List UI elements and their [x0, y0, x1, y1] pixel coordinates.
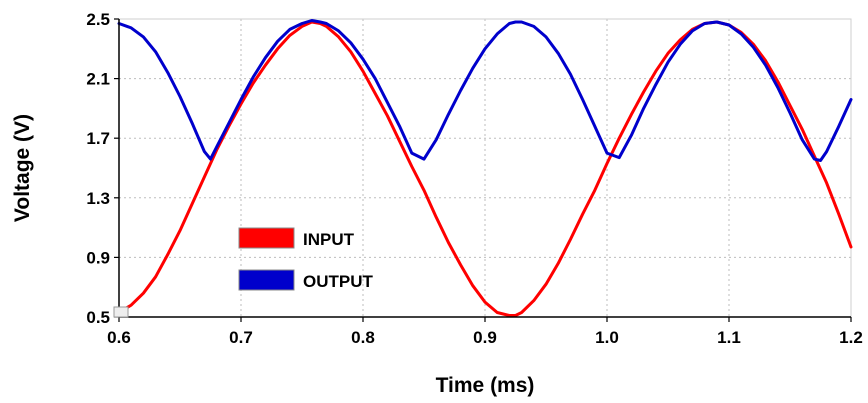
y-tick-label: 1.3 — [86, 189, 110, 208]
axes — [114, 18, 852, 322]
legend-swatch-output — [238, 269, 295, 291]
x-tick-label: 1.0 — [595, 328, 619, 347]
series-line-output — [117, 19, 853, 162]
y-tick-label: 2.1 — [86, 70, 110, 89]
legend-swatch-input — [238, 227, 295, 249]
legend-label-input: INPUT — [303, 230, 355, 249]
series-lines — [117, 19, 853, 317]
legend: INPUT OUTPUT — [238, 227, 374, 291]
x-tick-label: 0.7 — [229, 328, 253, 347]
x-tick-label: 0.9 — [473, 328, 497, 347]
y-axis-label: Voltage (V) — [11, 114, 34, 222]
x-tick-label: 1.1 — [717, 328, 741, 347]
y-tick-label: 0.5 — [86, 308, 110, 327]
x-tick-label: 0.6 — [107, 328, 131, 347]
x-tick-label: 0.8 — [351, 328, 375, 347]
legend-label-output: OUTPUT — [303, 272, 374, 291]
x-tick-label: 1.2 — [839, 328, 863, 347]
tick-labels: 0.6 0.7 0.8 0.9 1.0 1.1 1.2 0.5 0.9 1.3 1.7 2.1 2.5 — [86, 10, 862, 347]
y-tick-label: 0.9 — [86, 248, 110, 267]
y-tick-label: 1.7 — [86, 129, 110, 148]
x-axis-label: Time (ms) — [436, 374, 535, 397]
y-tick-label: 2.5 — [86, 10, 110, 29]
corner-marker — [113, 306, 129, 318]
